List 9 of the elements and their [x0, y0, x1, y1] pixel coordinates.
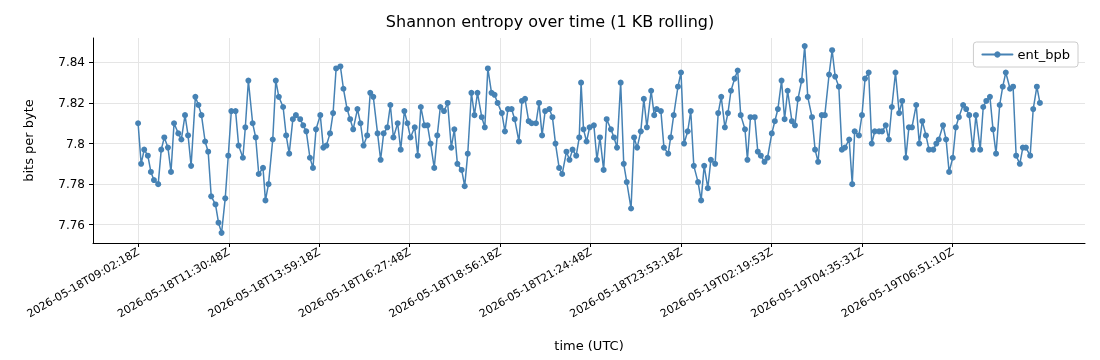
y-tick-label: 7.82	[58, 95, 85, 110]
y-tick-label: 7.78	[58, 177, 85, 192]
y-tick-label: 7.84	[58, 55, 85, 70]
chart-title: Shannon entropy over time (1 KB rolling)	[385, 11, 715, 31]
x-axis-title: time (UTC)	[554, 338, 624, 353]
y-axis-title: bits per byte	[21, 99, 36, 182]
y-tick-label: 7.8	[65, 136, 85, 151]
legend-label: ent_bpb	[1017, 47, 1070, 62]
y-tick-label: 7.76	[58, 217, 85, 232]
